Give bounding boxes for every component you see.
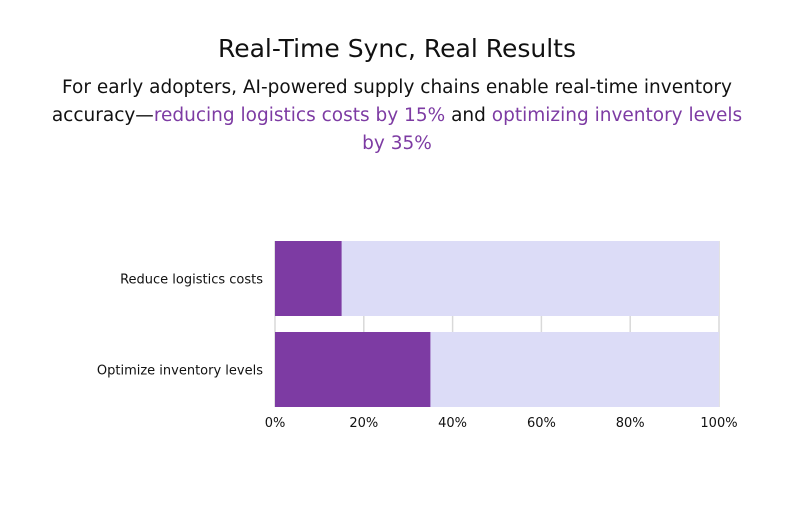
subtitle-text-and: and — [445, 105, 492, 126]
category-label: Optimize inventory levels — [97, 364, 263, 379]
bar-track — [275, 241, 719, 316]
bar — [275, 332, 431, 407]
subtitle-text: For early adopters, AI-powered supply ch… — [51, 77, 732, 126]
category-label: Reduce logistics costs — [120, 273, 263, 288]
x-tick-label: 20% — [349, 416, 378, 431]
x-tick-label: 80% — [616, 416, 645, 431]
chart-subtitle: For early adopters, AI-powered supply ch… — [40, 74, 754, 158]
subtitle-highlight-logistics: reducing logistics costs by 15% — [153, 105, 446, 126]
bar — [275, 241, 342, 316]
subtitle-highlight-inventory: optimizing inventory levels by 35% — [362, 105, 743, 154]
x-tick-label: 0% — [265, 416, 286, 431]
x-tick-label: 100% — [700, 416, 737, 431]
x-tick-label: 40% — [438, 416, 467, 431]
chart-title: Real-Time Sync, Real Results — [217, 34, 576, 63]
x-tick-label: 60% — [527, 416, 556, 431]
